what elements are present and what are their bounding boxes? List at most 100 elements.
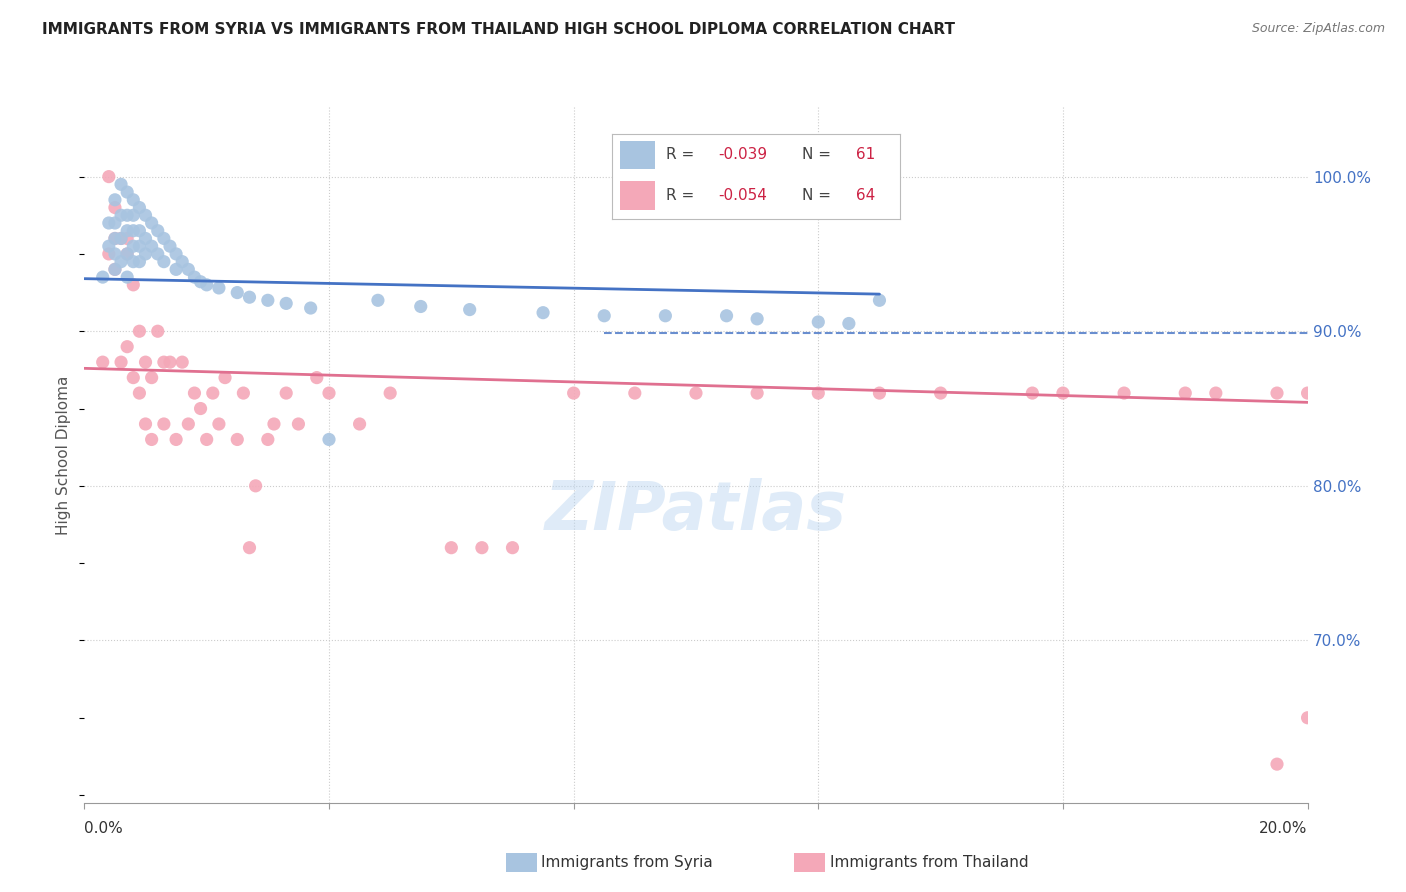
Point bbox=[91, 355, 114, 369]
Point bbox=[190, 275, 212, 289]
Point bbox=[110, 178, 132, 192]
Point bbox=[318, 386, 340, 401]
Point bbox=[128, 201, 150, 215]
Point bbox=[153, 355, 176, 369]
Point bbox=[409, 300, 432, 314]
Point bbox=[716, 309, 738, 323]
Point bbox=[146, 324, 169, 338]
Point bbox=[146, 224, 169, 238]
Point bbox=[190, 401, 212, 416]
Point bbox=[135, 355, 157, 369]
Point bbox=[1114, 386, 1136, 401]
Point bbox=[122, 239, 145, 253]
Point bbox=[110, 355, 132, 369]
Point bbox=[245, 479, 267, 493]
Point bbox=[122, 370, 145, 384]
Point bbox=[104, 216, 127, 230]
Text: ZIPatlas: ZIPatlas bbox=[546, 477, 846, 543]
Point bbox=[104, 262, 127, 277]
Point bbox=[257, 433, 280, 447]
Point bbox=[97, 239, 120, 253]
Point bbox=[869, 386, 891, 401]
Point bbox=[214, 370, 236, 384]
Point bbox=[654, 309, 676, 323]
Point bbox=[115, 247, 138, 261]
Point bbox=[91, 270, 114, 285]
Point bbox=[807, 386, 830, 401]
Point bbox=[115, 247, 138, 261]
Point bbox=[177, 262, 200, 277]
Point bbox=[115, 231, 138, 245]
Point bbox=[458, 302, 481, 317]
Point bbox=[153, 417, 176, 431]
Point bbox=[165, 262, 187, 277]
Y-axis label: High School Diploma: High School Diploma bbox=[56, 376, 72, 534]
Point bbox=[115, 270, 138, 285]
Point bbox=[110, 254, 132, 268]
Point bbox=[380, 386, 402, 401]
Point bbox=[183, 270, 205, 285]
Point bbox=[141, 239, 163, 253]
Point bbox=[135, 231, 157, 245]
Point bbox=[110, 231, 132, 245]
Text: N =: N = bbox=[801, 188, 835, 203]
Point bbox=[135, 247, 157, 261]
Point bbox=[747, 386, 769, 401]
Point bbox=[165, 247, 187, 261]
Point bbox=[257, 293, 280, 308]
Point bbox=[1174, 386, 1197, 401]
Point bbox=[104, 201, 127, 215]
Point bbox=[141, 370, 163, 384]
Point bbox=[128, 386, 150, 401]
Text: -0.054: -0.054 bbox=[718, 188, 768, 203]
Text: IMMIGRANTS FROM SYRIA VS IMMIGRANTS FROM THAILAND HIGH SCHOOL DIPLOMA CORRELATIO: IMMIGRANTS FROM SYRIA VS IMMIGRANTS FROM… bbox=[42, 22, 955, 37]
Point bbox=[305, 370, 328, 384]
Text: Immigrants from Thailand: Immigrants from Thailand bbox=[830, 855, 1028, 870]
Point bbox=[1052, 386, 1074, 401]
Point bbox=[141, 216, 163, 230]
Point bbox=[172, 254, 194, 268]
Point bbox=[276, 386, 298, 401]
Point bbox=[115, 185, 138, 199]
Point bbox=[97, 169, 120, 184]
Point bbox=[104, 247, 127, 261]
Point bbox=[208, 281, 231, 295]
Point bbox=[135, 208, 157, 222]
Point bbox=[1296, 711, 1319, 725]
Point bbox=[110, 208, 132, 222]
Point bbox=[1296, 386, 1319, 401]
Point bbox=[807, 315, 830, 329]
Point bbox=[238, 541, 260, 555]
Point bbox=[208, 417, 231, 431]
Point bbox=[165, 433, 187, 447]
Point bbox=[263, 417, 285, 431]
Point bbox=[128, 254, 150, 268]
Text: 61: 61 bbox=[851, 147, 875, 162]
Point bbox=[299, 301, 322, 315]
Bar bbox=[620, 141, 655, 169]
Point bbox=[367, 293, 389, 308]
Point bbox=[122, 193, 145, 207]
Text: 20.0%: 20.0% bbox=[1260, 822, 1308, 837]
Point bbox=[122, 277, 145, 292]
Point bbox=[531, 306, 554, 320]
Point bbox=[195, 277, 218, 292]
Point bbox=[97, 216, 120, 230]
Point bbox=[153, 254, 176, 268]
Point bbox=[201, 386, 224, 401]
Point bbox=[122, 254, 145, 268]
Text: 0.0%: 0.0% bbox=[84, 822, 124, 837]
Point bbox=[1265, 757, 1288, 772]
Point bbox=[104, 193, 127, 207]
Point bbox=[128, 324, 150, 338]
Point bbox=[747, 311, 769, 326]
Point bbox=[135, 417, 157, 431]
Point bbox=[115, 340, 138, 354]
Point bbox=[159, 355, 181, 369]
Text: 64: 64 bbox=[851, 188, 875, 203]
Point bbox=[195, 433, 218, 447]
Point bbox=[232, 386, 254, 401]
Point bbox=[172, 355, 194, 369]
Text: R =: R = bbox=[666, 188, 700, 203]
Point bbox=[97, 247, 120, 261]
